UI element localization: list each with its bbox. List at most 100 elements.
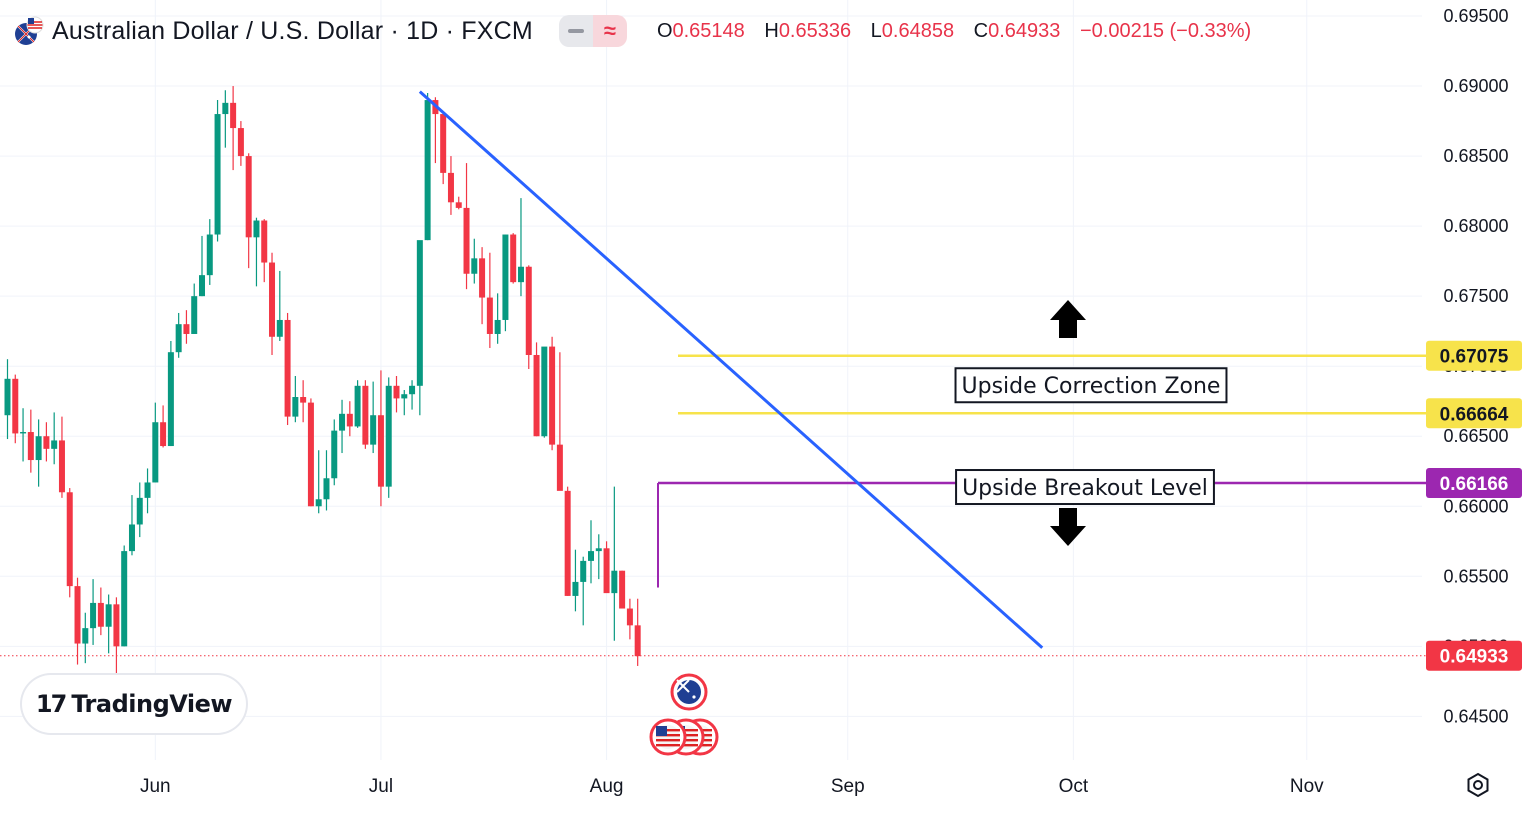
breakout-price-tag[interactable]: 0.66166 [1426,468,1522,499]
candle-body [440,114,447,173]
candle [82,612,89,664]
candle-body [564,490,571,596]
candle-body [331,430,338,479]
chart-legend: Australian Dollar / U.S. Dollar · 1D · F… [14,12,1265,50]
zone-label[interactable]: Upside Correction Zone [954,367,1228,404]
time-axis[interactable]: Jun Jul Aug Sep Oct Nov [140,776,1324,797]
time-tick-label: Jul [369,776,393,797]
down-arrow-icon [1050,508,1086,546]
candle [206,219,213,285]
approx-icon[interactable]: ≈ [592,15,627,47]
current-price-tag-bg [1426,640,1522,671]
candle-body [230,102,237,129]
upper-zone-price-tag-bg [1426,340,1522,371]
candle [191,283,198,334]
upper-zone-price-tag[interactable]: 0.67075 [1426,340,1522,371]
candle [339,399,346,454]
usd-event-flag-icon-2-stripe [674,729,698,732]
candle [533,342,540,437]
candle-body [517,266,524,283]
trendline[interactable] [418,90,1044,649]
candle [424,93,431,241]
price-tick-label: 0.69000 [1443,76,1508,96]
candle-body [20,432,27,434]
economic-events[interactable] [649,673,719,756]
candle-body [199,275,205,297]
breakout-price-tag-text: 0.66166 [1440,474,1509,495]
candle-body [626,608,633,626]
price-tick-label: 0.67500 [1443,286,1508,306]
candle-body [191,296,198,334]
candle [463,163,470,290]
symbol-title[interactable]: Australian Dollar / U.S. Dollar · 1D · F… [52,16,533,45]
price-tick-label: 0.66000 [1443,496,1508,516]
minus-icon[interactable] [558,15,593,47]
zone-label-text: Upside Correction Zone [962,374,1221,399]
candle [346,401,353,437]
candle [4,359,11,440]
candle-body [634,625,641,657]
candle-body [27,432,34,461]
candle-body [121,551,128,647]
candle [611,486,618,641]
candle [167,340,174,447]
breakout-price-tag-bg [1426,468,1522,499]
candle-body [206,234,213,276]
tradingview-logo[interactable]: 17 TradingView [22,675,246,733]
candle-body [525,266,532,355]
candle [20,408,27,462]
drawings[interactable]: Upside Correction Zone Upside Breakout Le… [0,90,1426,657]
candle [136,482,143,538]
candle-body [245,156,252,238]
candle-body [253,220,260,238]
candle [245,153,252,269]
candle [230,86,237,171]
candle-body [494,319,501,334]
candle [315,450,322,514]
price-tick-label: 0.66500 [1443,426,1508,446]
zone-label-box [954,367,1228,404]
candle-body [74,586,81,644]
aud-event-flag-icon-star [692,695,696,699]
candle [541,346,548,438]
lower-zone-price-tag[interactable]: 0.66664 [1426,398,1522,429]
price-tick-label: 0.68500 [1443,146,1508,166]
candle-body [113,604,120,647]
breakout-label[interactable]: Upside Breakout Level [955,469,1215,506]
candle-body [362,385,369,445]
candle-body [354,385,361,427]
time-tick-label: Oct [1059,776,1089,797]
current-price-tag[interactable]: 0.64933 [1426,640,1522,671]
candle-body [471,258,478,274]
usd-event-flag-icon-1[interactable] [649,718,687,756]
candle [370,381,377,454]
candle [292,376,299,423]
candle [603,541,610,594]
candle-body [455,202,462,208]
candle-body [35,436,42,461]
candle-body [486,297,493,334]
candle-body [276,319,283,337]
candle [556,352,563,491]
usd-event-flag-icon-2-stripe [674,744,698,747]
candle [564,486,571,596]
candle [152,402,159,483]
candle [471,238,478,284]
settings-icon[interactable] [1465,772,1491,798]
price-axis[interactable]: 0.645000.650000.655000.660000.665000.670… [1426,6,1522,726]
candle [572,549,579,612]
candle-body [105,604,112,627]
aud-event-flag-icon-cross [676,679,690,693]
candle [66,488,73,598]
candle-body [619,570,626,609]
candle [510,233,517,284]
time-tick-label: Jun [140,776,171,797]
price-tick-label: 0.68000 [1443,216,1508,236]
candle [494,293,501,344]
indicator-pills[interactable]: ≈ [558,15,627,47]
candle-body [43,436,50,449]
aud-event-flag-icon[interactable] [670,673,708,711]
candle-body [409,385,416,395]
candle-body [12,378,19,434]
